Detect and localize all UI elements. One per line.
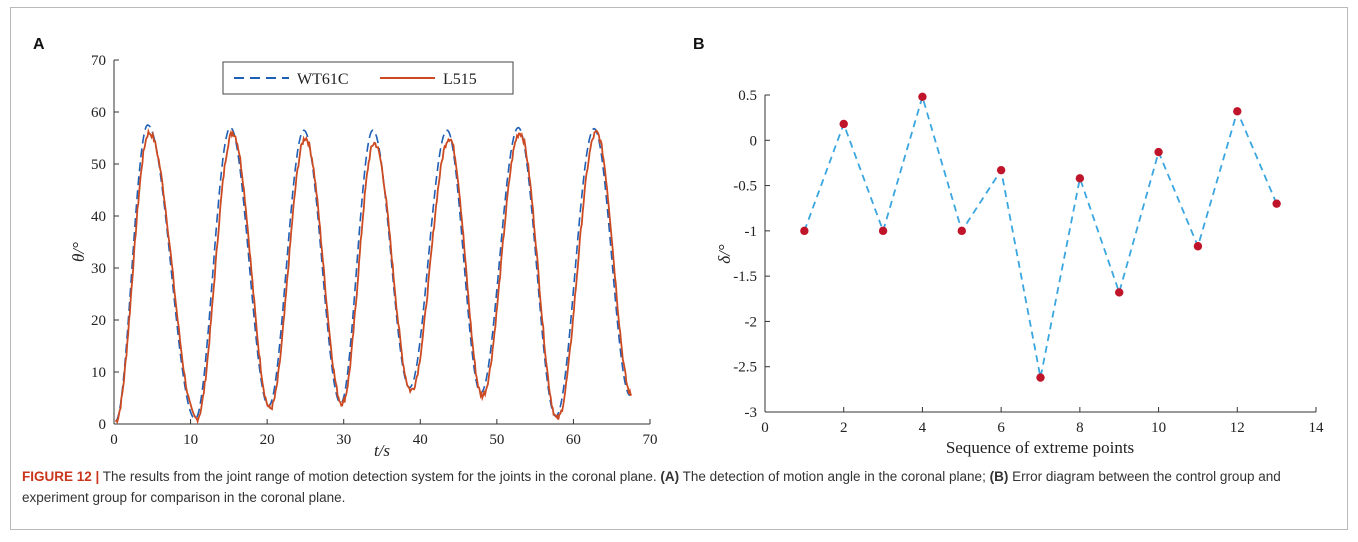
panel-b-y-label: δ/° [715, 244, 734, 264]
panel-b-x-tick-label: 12 [1230, 420, 1245, 436]
panel-a-chart: 0 10 20 30 40 50 60 70 0 10 20 30 40 50 60 70 WT61C L5… [69, 53, 658, 460]
panel-a-y-tick-label: 10 [91, 365, 106, 381]
caption-part-b-text: Error diagram between the control group … [22, 469, 1281, 505]
caption-figure-label: FIGURE 12 | [22, 469, 100, 484]
panel-b-y-tick-label: -1 [745, 224, 758, 240]
panel-a-x-tick-label: 50 [489, 432, 504, 448]
panel-a-series-l515 [114, 128, 633, 425]
panel-b-error-line [803, 93, 1278, 378]
panel-a-y-tick-label: 70 [91, 53, 106, 69]
panel-a-x-tick-label: 20 [260, 432, 275, 448]
panel-a-x-tick-label: 60 [566, 432, 581, 448]
panel-b-point [839, 119, 848, 129]
panel-b-y-tick-label: -2 [745, 314, 758, 330]
panel-a-x-label: t/s [374, 441, 390, 460]
panel-b-point [1115, 288, 1124, 297]
panel-b-y-tick-label: -3 [745, 405, 758, 421]
panel-a-y-tick-label: 20 [91, 313, 106, 329]
panel-b-y-tick-label: -1.5 [733, 269, 757, 285]
panel-b-x-tick-label: 6 [997, 420, 1005, 436]
panel-b-point [918, 92, 927, 102]
panel-a-series-wt61c [115, 124, 631, 423]
panel-a-x-tick-label: 30 [336, 432, 351, 448]
caption-part-a-text: The detection of motion angle in the cor… [679, 469, 990, 484]
panel-a-y-label: θ/° [69, 242, 88, 262]
legend-l515-label: L515 [443, 71, 477, 88]
panel-a-letter: A [33, 36, 45, 53]
panel-b-point [1233, 107, 1242, 116]
panel-b-y-tick-label: -2.5 [733, 360, 757, 376]
panel-a-y-tick-label: 0 [99, 417, 107, 433]
panel-b-x-tick-label: 4 [919, 420, 927, 436]
panel-b-x-tick-label: 0 [761, 420, 769, 436]
panel-b-y-tick-label: -0.5 [733, 179, 757, 195]
panel-a-x-tick-label: 10 [183, 432, 198, 448]
panel-b-point [1272, 199, 1281, 208]
panel-b-chart: 0 2 4 6 8 10 12 14 0.5 0 -0.5 -1 -1.5 -2 -2.5 -3 Seque… [715, 88, 1324, 457]
panel-b-x-tick-label: 8 [1076, 420, 1084, 436]
panel-a-y-tick-label: 30 [91, 261, 106, 277]
panel-b-point [1036, 373, 1045, 382]
panel-b-point [878, 226, 888, 236]
panel-b-y-tick-label: 0 [750, 133, 758, 149]
panel-a-y-tick-label: 60 [91, 105, 106, 121]
panel-b-y-tick-label: 0.5 [738, 88, 757, 104]
panel-a-x-tick-label: 40 [413, 432, 428, 448]
panel-b-point [800, 226, 809, 236]
caption-main-text: The results from the joint range of moti… [99, 469, 661, 484]
legend-wt61c-label: WT61C [297, 71, 349, 88]
panel-b-point [996, 165, 1006, 175]
panel-a-x-tick-label: 0 [110, 432, 118, 448]
panel-b-point [1075, 174, 1085, 183]
panel-a-x-tick-label: 70 [643, 432, 658, 448]
panel-a-y-tick-label: 40 [91, 209, 106, 225]
panel-b-x-tick-label: 10 [1151, 420, 1166, 436]
panel-b-x-label: Sequence of extreme points [946, 438, 1134, 457]
panel-b-point [1154, 147, 1163, 157]
panel-b-x-tick-label: 14 [1309, 420, 1325, 436]
caption-part-b-label: (B) [989, 469, 1009, 484]
panel-b-point [957, 226, 966, 236]
panel-b-letter: B [693, 36, 705, 53]
panel-a-y-tick-label: 50 [91, 157, 106, 173]
caption-part-a-label: (A) [660, 469, 680, 484]
panel-b-point [1193, 242, 1203, 251]
figure-caption: FIGURE 12 | The results from the joint r… [22, 466, 1340, 508]
panel-b-x-tick-label: 2 [840, 420, 848, 436]
panel-a-legend: WT61C L515 [222, 61, 514, 95]
